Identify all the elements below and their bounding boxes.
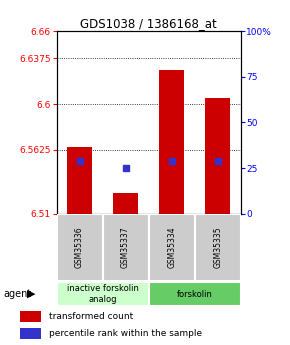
Bar <box>195 214 241 281</box>
Text: inactive forskolin
analog: inactive forskolin analog <box>67 284 139 304</box>
Bar <box>148 283 241 306</box>
Text: GSM35334: GSM35334 <box>167 227 176 268</box>
Bar <box>20 328 41 339</box>
Bar <box>205 98 230 214</box>
Bar <box>57 214 103 281</box>
Bar <box>103 214 148 281</box>
Text: GSM35337: GSM35337 <box>121 227 130 268</box>
Text: transformed count: transformed count <box>49 312 134 321</box>
Text: ▶: ▶ <box>27 289 35 299</box>
Text: GSM35335: GSM35335 <box>213 227 222 268</box>
Text: agent: agent <box>3 289 31 299</box>
Bar <box>67 147 92 214</box>
Bar <box>57 283 148 306</box>
Bar <box>159 70 184 214</box>
Title: GDS1038 / 1386168_at: GDS1038 / 1386168_at <box>80 17 217 30</box>
Text: forskolin: forskolin <box>177 289 213 299</box>
Bar <box>113 193 138 214</box>
Bar <box>148 214 195 281</box>
Bar <box>20 311 41 322</box>
Text: percentile rank within the sample: percentile rank within the sample <box>49 329 202 338</box>
Text: GSM35336: GSM35336 <box>75 227 84 268</box>
